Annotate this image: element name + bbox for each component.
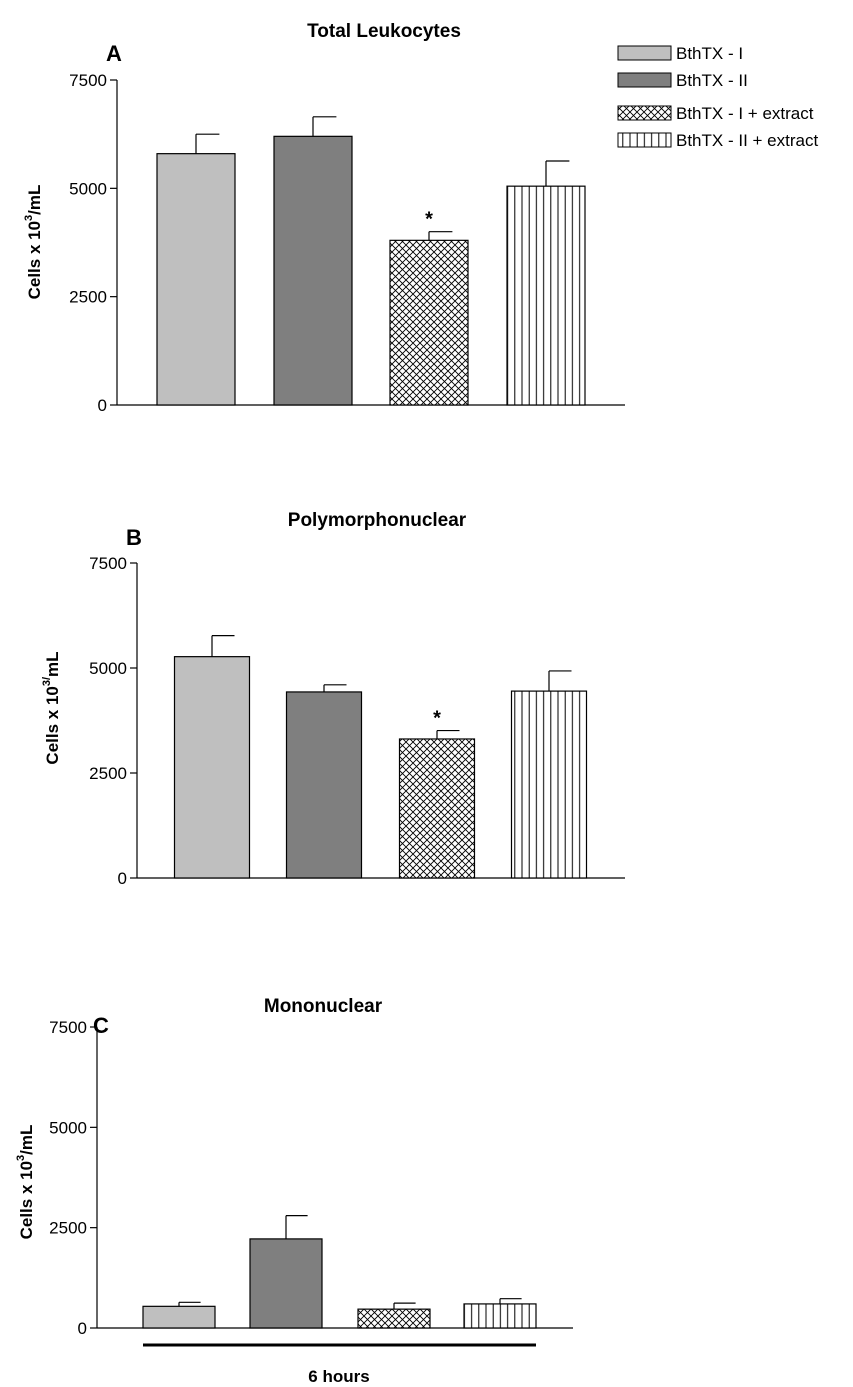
chart-title: Polymorphonuclear: [288, 510, 467, 531]
y-tick-label: 5000: [49, 1118, 87, 1137]
bar: [273, 135, 353, 406]
legend-item: BthTX - II: [617, 71, 748, 90]
bar: [506, 185, 586, 406]
x-axis-label: 6 hours: [308, 1367, 369, 1386]
panel-letter: B: [126, 525, 142, 550]
y-axis-label-tail: mL: [43, 651, 62, 677]
y-tick-label: 5000: [69, 179, 107, 198]
legend-label: BthTX - I: [676, 44, 743, 63]
plot-area: 0 2500 5000 7500 *: [89, 554, 625, 888]
legend-swatch: [617, 45, 672, 61]
chart-title: Mononuclear: [264, 996, 383, 1017]
panel-polymorphonuclear: Polymorphonuclear B Cells x 103/mL 0 2500…: [41, 510, 625, 888]
legend: BthTX - I BthTX - II BthTX - I + extract…: [617, 44, 818, 150]
y-tick-label: 2500: [89, 764, 127, 783]
legend-label: BthTX - I + extract: [676, 104, 814, 123]
legend-swatch: [617, 132, 672, 148]
bar: [510, 690, 588, 879]
legend-label: BthTX - II: [676, 71, 748, 90]
bar: [398, 738, 476, 879]
y-axis-label: Cells x 103/mL: [41, 651, 62, 764]
y-axis-label: Cells x 103/mL: [15, 1125, 36, 1240]
legend-swatch: [617, 105, 672, 121]
bar: [173, 656, 251, 879]
bar: [249, 1238, 323, 1329]
bar: [389, 239, 469, 406]
y-axis-label-tail: /mL: [25, 185, 44, 215]
y-axis-label-main: Cells x 10: [43, 686, 62, 764]
y-tick-label: 0: [118, 869, 127, 888]
plot-area: 0 2500 5000 7500 *: [69, 71, 625, 415]
y-tick-label: 0: [78, 1319, 87, 1338]
y-axis-label-sup: 3: [23, 215, 35, 221]
chart-title: Total Leukocytes: [307, 21, 461, 42]
y-axis-label-sup: 3: [15, 1155, 27, 1161]
y-tick-label: 5000: [89, 659, 127, 678]
bar: [463, 1303, 537, 1329]
y-axis-label-main: Cells x 10: [25, 221, 44, 299]
bar: [285, 691, 363, 879]
panel-total-leukocytes: Total Leukocytes A Cells x 103/mL 0 2500 5…: [23, 21, 625, 415]
panel-mononuclear: Mononuclear C Cells x 103/mL 0 2500 5000 75…: [15, 996, 573, 1386]
significance-marker: *: [425, 209, 433, 231]
bar: [357, 1308, 431, 1329]
significance-marker: *: [433, 708, 441, 730]
legend-item: BthTX - I + extract: [617, 104, 814, 123]
y-tick-label: 2500: [49, 1219, 87, 1238]
y-axis-label-sup: 3/: [41, 677, 53, 686]
y-axis-label-main: Cells x 10: [17, 1161, 36, 1239]
y-tick-label: 2500: [69, 288, 107, 307]
y-tick-label: 7500: [49, 1018, 87, 1037]
bar: [142, 1305, 216, 1329]
y-tick-label: 0: [98, 396, 107, 415]
legend-label: BthTX - II + extract: [676, 131, 818, 150]
legend-item: BthTX - II + extract: [617, 131, 818, 150]
y-tick-label: 7500: [89, 554, 127, 573]
y-axis-label: Cells x 103/mL: [23, 185, 44, 300]
plot-area: 0 2500 5000 7500: [49, 1018, 573, 1338]
legend-swatch: [617, 72, 672, 88]
legend-item: BthTX - I: [617, 44, 743, 63]
y-axis-label-tail: /mL: [17, 1125, 36, 1155]
panel-letter: C: [93, 1013, 109, 1038]
bar: [156, 153, 236, 406]
panel-letter: A: [106, 41, 122, 66]
y-tick-label: 7500: [69, 71, 107, 90]
